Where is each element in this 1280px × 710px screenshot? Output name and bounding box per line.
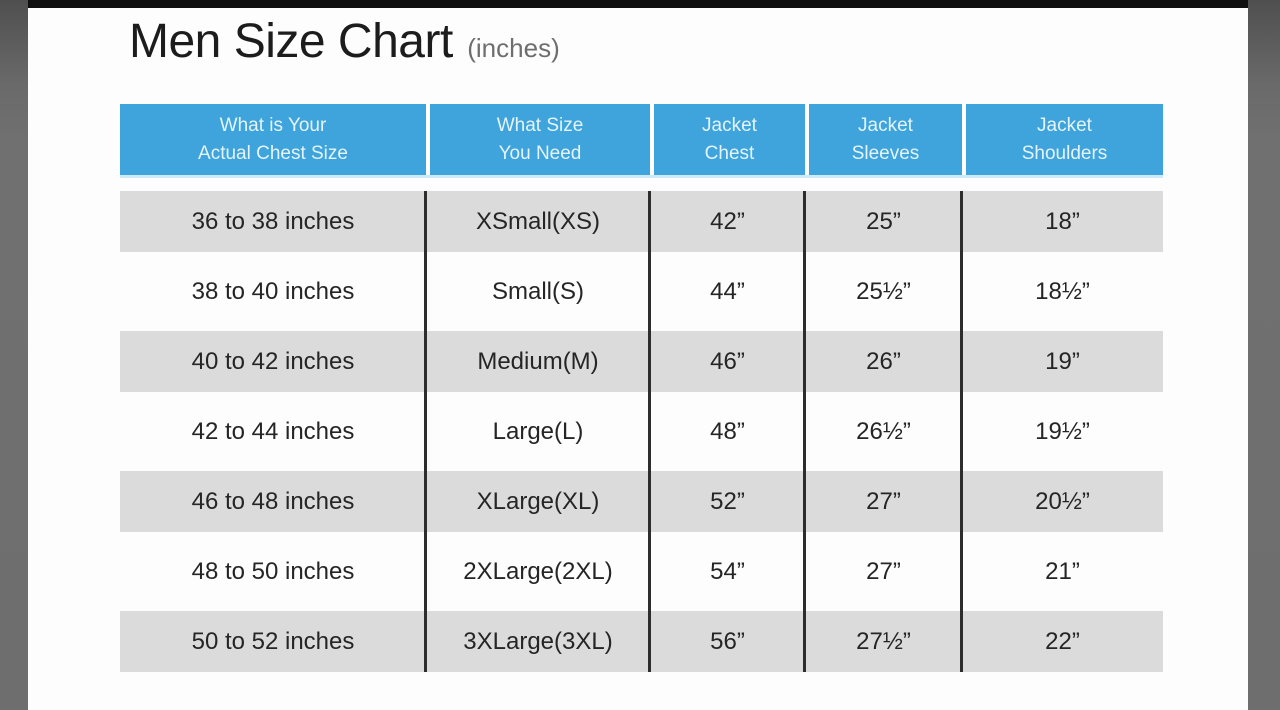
header-label-line: What is Your <box>219 114 327 136</box>
cell-chest-range: 36 to 38 inches <box>191 207 355 235</box>
cell-jacket-shoulders: 18” <box>1045 207 1080 235</box>
cell-jacket-chest: 56” <box>710 627 745 655</box>
table-row: 48 to 50 inches 2XLarge(2XL) 54” 27” 21” <box>120 541 1163 602</box>
cell-jacket-sleeves: 27” <box>866 557 901 585</box>
column-divider <box>648 191 651 672</box>
cell-jacket-chest: 48” <box>710 417 745 445</box>
cell-jacket-shoulders: 22” <box>1045 627 1080 655</box>
table-row: 36 to 38 inches XSmall(XS) 42” 25” 18” <box>120 191 1163 252</box>
page-title-unit: (inches) <box>467 33 560 63</box>
column-divider <box>960 191 963 672</box>
table-row: 40 to 42 inches Medium(M) 46” 26” 19” <box>120 331 1163 392</box>
cell-size-name: 3XLarge(3XL) <box>463 627 613 655</box>
header-label-line: Jacket <box>702 114 757 136</box>
cell-size-name: XLarge(XL) <box>476 487 600 515</box>
page-title: Men Size Chart (inches) <box>129 14 560 69</box>
header-cell-actual-chest-size: What is Your Actual Chest Size <box>120 104 426 175</box>
cell-jacket-sleeves: 25½” <box>856 277 911 305</box>
cell-jacket-shoulders: 21” <box>1045 557 1080 585</box>
cell-size-name: 2XLarge(2XL) <box>463 557 613 585</box>
header-cell-size-you-need: What Size You Need <box>426 104 650 175</box>
column-divider <box>803 191 806 672</box>
header-cell-jacket-shoulders: Jacket Shoulders <box>962 104 1163 175</box>
cell-size-name: XSmall(XS) <box>475 207 601 235</box>
cell-jacket-chest: 46” <box>710 347 745 375</box>
cell-jacket-sleeves: 26½” <box>856 417 911 445</box>
cell-jacket-chest: 54” <box>710 557 745 585</box>
cell-jacket-sleeves: 26” <box>866 347 901 375</box>
header-label-line: Jacket <box>858 114 913 136</box>
cell-size-name: Medium(M) <box>477 347 599 375</box>
right-letterbox-bar <box>1248 0 1280 710</box>
size-chart-table: What is Your Actual Chest Size What Size… <box>120 104 1163 672</box>
cell-jacket-sleeves: 27½” <box>856 627 911 655</box>
cell-jacket-sleeves: 25” <box>866 207 901 235</box>
cell-jacket-sleeves: 27” <box>866 487 901 515</box>
cell-chest-range: 46 to 48 inches <box>191 487 355 515</box>
cell-chest-range: 48 to 50 inches <box>191 557 355 585</box>
cell-jacket-chest: 44” <box>710 277 745 305</box>
cell-size-name: Small(S) <box>491 277 584 305</box>
table-row: 50 to 52 inches 3XLarge(3XL) 56” 27½” 22… <box>120 611 1163 672</box>
cell-chest-range: 38 to 40 inches <box>191 277 355 305</box>
left-letterbox-bar <box>0 0 28 710</box>
column-divider <box>424 191 427 672</box>
header-label-line: Actual Chest Size <box>198 142 348 164</box>
cell-chest-range: 42 to 44 inches <box>191 417 355 445</box>
header-label-line: Chest <box>704 142 755 164</box>
cell-jacket-shoulders: 20½” <box>1035 487 1090 515</box>
cell-jacket-shoulders: 18½” <box>1035 277 1090 305</box>
header-label-line: What Size <box>496 114 584 136</box>
cell-jacket-chest: 42” <box>710 207 745 235</box>
table-body: 36 to 38 inches XSmall(XS) 42” 25” 18” 3… <box>120 191 1163 672</box>
cell-jacket-shoulders: 19” <box>1045 347 1080 375</box>
header-cell-jacket-chest: Jacket Chest <box>650 104 805 175</box>
header-label-line: Jacket <box>1037 114 1092 136</box>
table-row: 38 to 40 inches Small(S) 44” 25½” 18½” <box>120 261 1163 322</box>
header-cell-jacket-sleeves: Jacket Sleeves <box>805 104 962 175</box>
cell-chest-range: 50 to 52 inches <box>191 627 355 655</box>
table-header-row: What is Your Actual Chest Size What Size… <box>120 104 1163 178</box>
header-label-line: Shoulders <box>1021 142 1108 164</box>
cell-chest-range: 40 to 42 inches <box>191 347 355 375</box>
cell-size-name: Large(L) <box>492 417 584 445</box>
table-row: 42 to 44 inches Large(L) 48” 26½” 19½” <box>120 401 1163 462</box>
table-row: 46 to 48 inches XLarge(XL) 52” 27” 20½” <box>120 471 1163 532</box>
cell-jacket-chest: 52” <box>710 487 745 515</box>
header-label-line: You Need <box>498 142 582 164</box>
top-letterbox-bar <box>0 0 1280 8</box>
page-title-text: Men Size Chart <box>129 15 453 68</box>
cell-jacket-shoulders: 19½” <box>1035 417 1090 445</box>
header-label-line: Sleeves <box>851 142 920 164</box>
